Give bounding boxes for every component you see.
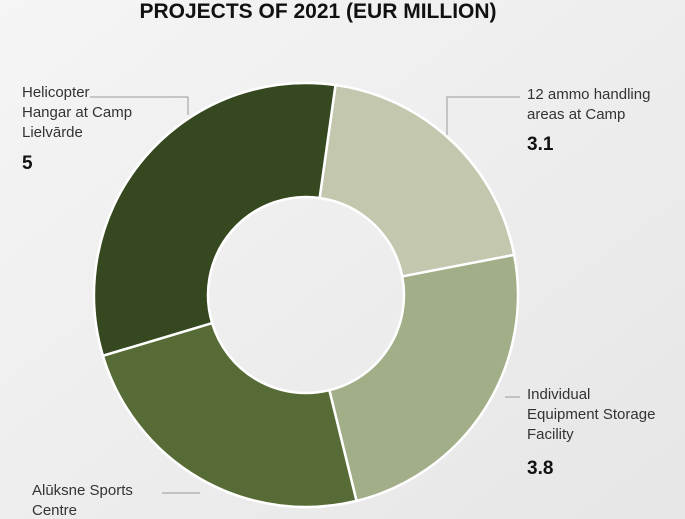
label-line: Hangar at Camp [22, 104, 132, 121]
donut-segment [327, 253, 520, 503]
label-line: Centre [32, 502, 77, 519]
label-line: Equipment Storage [527, 406, 655, 423]
label-line: areas at Camp [527, 106, 625, 123]
leader-line [446, 96, 520, 135]
category-label: Alūksne Sports Centre [32, 482, 133, 519]
value-label: 5 [22, 153, 33, 174]
donut-segment [318, 83, 516, 278]
label-line: Helicopter [22, 84, 90, 101]
donut-segment [101, 321, 359, 509]
category-label: 12 ammo handling areas at Camp [527, 86, 650, 123]
label-line: Alūksne Sports [32, 482, 133, 499]
value-label: 3.8 [527, 458, 553, 479]
leader-lines [90, 96, 520, 494]
label-line: Individual [527, 386, 590, 403]
leader-line [90, 96, 189, 115]
category-label: Individual Equipment Storage Facility [527, 386, 655, 443]
category-label: Helicopter Hangar at Camp Lielvārde [22, 84, 132, 141]
chart-title: PROJECTS OF 2021 (EUR MILLION) [139, 0, 496, 23]
label-line: Facility [527, 426, 574, 443]
label-line: Lielvārde [22, 124, 83, 141]
label-line: 12 ammo handling [527, 86, 650, 103]
donut-segment [92, 81, 337, 358]
value-label: 3.1 [527, 134, 554, 155]
